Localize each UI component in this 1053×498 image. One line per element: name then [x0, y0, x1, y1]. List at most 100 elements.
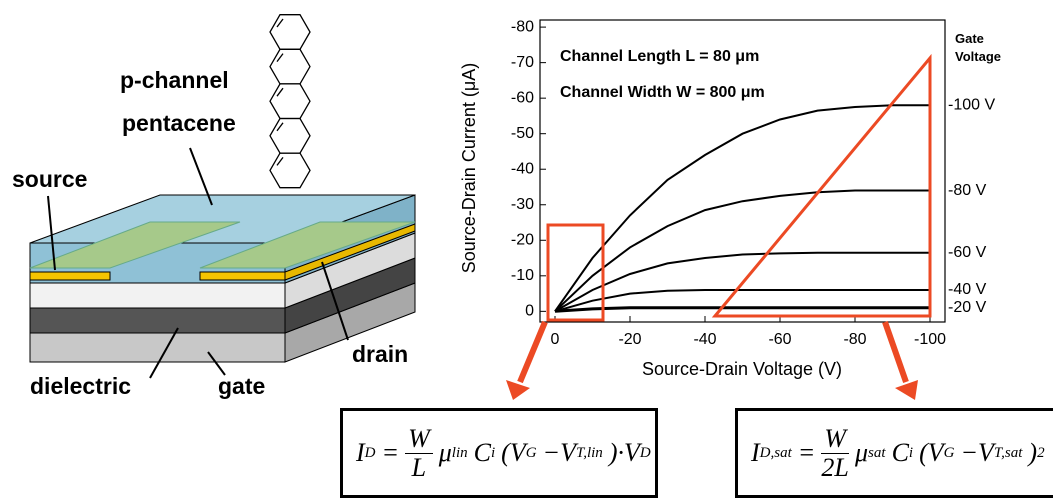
equation-sub: lin — [451, 444, 468, 461]
equation-t: C — [473, 438, 491, 467]
saturation-region — [711, 53, 932, 318]
y-axis-label: Source-Drain Current (μA) — [459, 63, 479, 273]
arrow-head — [506, 380, 530, 400]
y-tick-label: -20 — [511, 232, 534, 249]
device-label: p-channel — [120, 67, 229, 93]
ring — [269, 152, 311, 189]
equation-term: = — [382, 438, 400, 468]
ring — [269, 83, 311, 120]
series-label: -20 V — [948, 299, 987, 316]
leaders — [47, 147, 349, 379]
leader — [321, 261, 349, 341]
equation-sub: D — [639, 444, 651, 461]
equation-term: −V T,lin — [543, 438, 603, 468]
equation-t: −V — [960, 438, 994, 467]
equation-term: (V G — [919, 438, 954, 468]
double-bond — [276, 122, 284, 132]
equation-num: W — [405, 425, 433, 454]
source-contact — [29, 271, 111, 281]
y-tick-label: -50 — [511, 125, 534, 142]
substrate-layer — [29, 282, 286, 309]
dielectric-layer — [29, 307, 286, 334]
y-tick-label: -60 — [511, 89, 534, 106]
equation-t: (V — [501, 438, 526, 467]
x-tick-label: 0 — [551, 331, 560, 348]
x-tick-label: -100 — [914, 331, 946, 348]
equation-sub: T,lin — [575, 444, 603, 461]
leader — [189, 147, 213, 206]
annotation: Channel Length L = 80 μm — [560, 48, 759, 65]
series-line — [554, 306, 930, 313]
arrow-head — [895, 380, 918, 400]
equation-sub: G — [525, 444, 537, 461]
drain-contact — [199, 271, 286, 281]
equation-term: (V G — [501, 438, 536, 468]
source-pad — [29, 221, 241, 269]
series-line — [554, 251, 930, 313]
equation-t: = — [797, 438, 816, 467]
equation-sub: sat — [868, 444, 886, 461]
equation-t: (V — [919, 438, 944, 467]
plot: 0 -10 -20 -30 -40 -50 -60 -70 -80 0 -20 -40 -60 -80 -1… — [511, 18, 996, 348]
y-tick-label: 0 — [525, 303, 534, 320]
equation-t: μ — [438, 438, 452, 467]
ring — [269, 117, 311, 154]
equation-sub: T,sat — [993, 444, 1023, 461]
double-bond — [276, 87, 284, 97]
series-label: -80 V — [948, 182, 987, 199]
highlights — [517, 53, 932, 384]
equation-t: = — [381, 438, 400, 467]
device-label: dielectric — [30, 373, 131, 399]
equation-t: −V — [542, 438, 576, 467]
equation-t: C — [891, 438, 909, 467]
y-tick-label: -80 — [511, 18, 534, 35]
linear-region — [546, 223, 605, 322]
y-tick-label: -70 — [511, 54, 534, 71]
legend-title: Gate Voltage — [955, 31, 1001, 64]
equation-term: = — [798, 438, 816, 468]
double-bond — [276, 53, 284, 62]
leader — [207, 351, 226, 376]
x-tick-label: -80 — [843, 331, 866, 348]
series-label: -60 V — [948, 244, 987, 261]
equation-t: μ — [854, 438, 869, 467]
device-label: drain — [352, 341, 408, 367]
equation-t: ) — [1028, 438, 1038, 467]
arrow — [882, 321, 909, 383]
series-label: -100 V — [948, 96, 995, 113]
equation-sub: G — [943, 444, 955, 461]
plot-frame — [539, 19, 946, 323]
equation-term: μ sat — [855, 438, 886, 468]
equation-term: μ lin — [439, 438, 468, 468]
equation-t: I — [356, 438, 365, 467]
x-tick-label: -60 — [768, 331, 791, 348]
y-tick-label: -30 — [511, 196, 534, 213]
y-tick-label: -10 — [511, 267, 534, 284]
equation-sub: i — [908, 444, 914, 461]
equation-sub: D,sat — [759, 444, 792, 461]
equation-t: I — [751, 438, 760, 467]
equation-term: I D,sat — [751, 438, 792, 468]
gate-layer — [29, 332, 286, 363]
leader — [47, 195, 56, 271]
equation-den: L — [411, 452, 427, 482]
double-bond — [276, 157, 284, 166]
equation-term: W 2L — [821, 425, 849, 481]
equation-t: )·V — [608, 438, 640, 467]
y-tick-label: -40 — [511, 160, 534, 177]
drain-pad — [199, 221, 416, 269]
equation-term: ) 2 — [1028, 438, 1044, 468]
x-tick-label: -40 — [693, 331, 716, 348]
x-tick-label: -20 — [618, 331, 641, 348]
drain-contact-side — [284, 223, 416, 281]
device-label: gate — [218, 373, 265, 399]
fraction: W 2L — [821, 425, 849, 481]
equation-sub: D — [364, 444, 376, 461]
molecule — [269, 14, 311, 189]
